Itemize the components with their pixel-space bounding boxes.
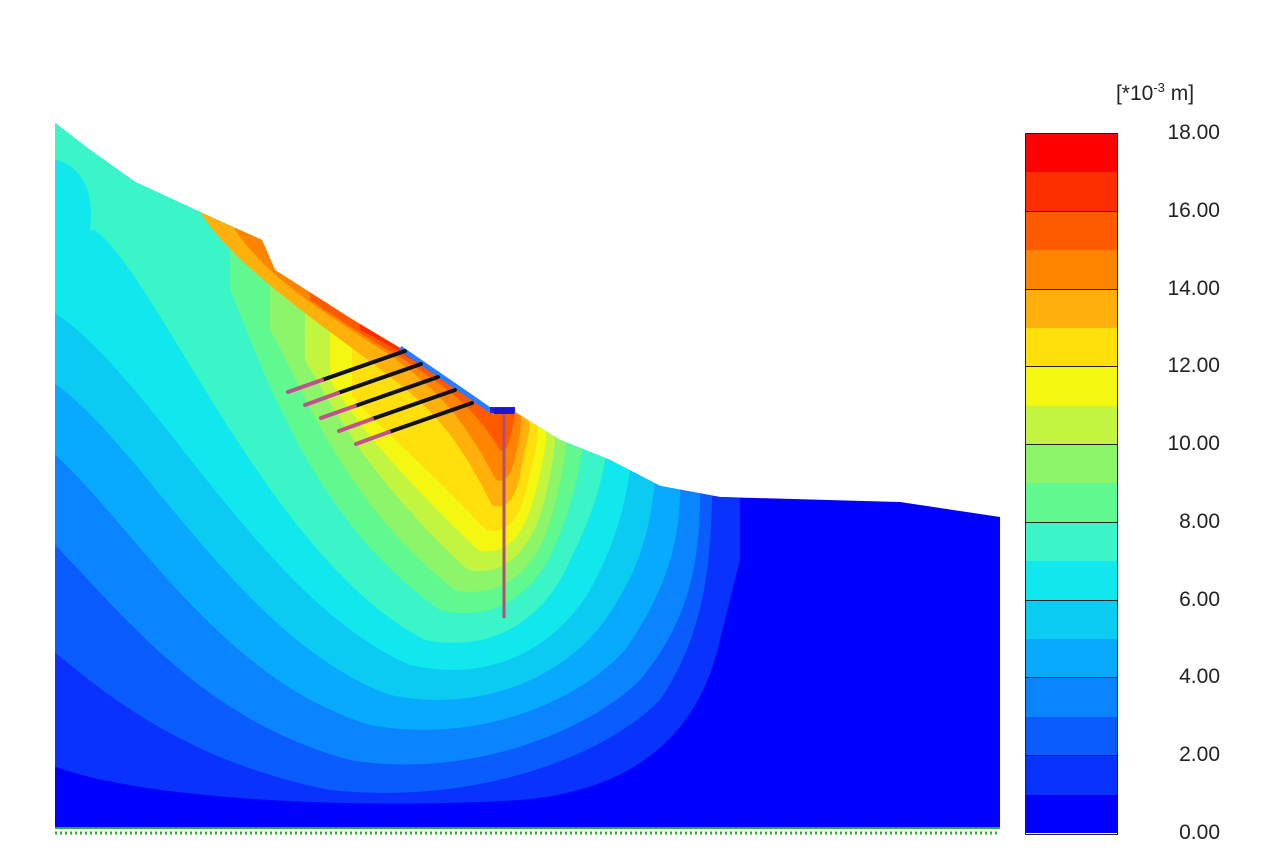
soil-nail-2 xyxy=(303,362,423,407)
legend-tick-label: 12.00 xyxy=(1167,354,1220,378)
legend-band-2 xyxy=(1025,716,1118,756)
legend-tick-label: 2.00 xyxy=(1179,743,1220,767)
legend-band-0 xyxy=(1025,794,1118,834)
legend-band-5 xyxy=(1025,599,1118,640)
legend-frame xyxy=(1025,133,1118,835)
legend-separator xyxy=(1025,288,1118,290)
legend-tick-label: 10.00 xyxy=(1167,432,1220,456)
fixed-base-supports xyxy=(55,827,1000,835)
legend-tick-label: 4.00 xyxy=(1179,665,1220,689)
legend-separator xyxy=(1025,755,1118,757)
legend-separator xyxy=(1025,521,1118,523)
legend-band-8 xyxy=(1025,483,1118,523)
legend-tick-label: 14.00 xyxy=(1167,276,1220,300)
legend-band-6 xyxy=(1025,560,1118,601)
displacement-contour-plot xyxy=(55,123,1000,835)
soil-nail-5 xyxy=(354,401,474,446)
legend-band-12 xyxy=(1025,327,1118,367)
legend-tick-label: 6.00 xyxy=(1179,587,1220,611)
legend-band-15 xyxy=(1025,210,1118,251)
soil-nail-1 xyxy=(286,349,407,394)
legend-band-14 xyxy=(1025,249,1118,290)
legend-band-1 xyxy=(1025,755,1118,795)
legend-separator xyxy=(1025,366,1118,368)
legend-band-13 xyxy=(1025,288,1118,328)
legend-band-17 xyxy=(1025,133,1118,173)
soil-nails xyxy=(286,349,474,446)
contour-bands xyxy=(55,123,1000,828)
legend-separator xyxy=(1025,599,1118,601)
legend-tick-label: 16.00 xyxy=(1167,198,1220,222)
legend-band-3 xyxy=(1025,677,1118,717)
legend-band-16 xyxy=(1025,171,1118,212)
legend-unit-label: [*10-3 m] xyxy=(1115,80,1195,105)
color-legend-bar xyxy=(1025,133,1118,835)
wall-pile xyxy=(494,408,514,618)
legend-tick-label: 8.00 xyxy=(1179,509,1220,533)
soil-nail-4 xyxy=(337,388,457,433)
legend-band-4 xyxy=(1025,638,1118,678)
legend-separator xyxy=(1025,677,1118,679)
legend-tick-label: 0.00 xyxy=(1179,821,1220,844)
legend-separator xyxy=(1025,444,1118,446)
legend-band-11 xyxy=(1025,366,1118,406)
legend-tick-label: 18.00 xyxy=(1167,121,1220,144)
left-shoulder-inner xyxy=(55,160,91,230)
legend-band-10 xyxy=(1025,405,1118,445)
soil-nail-3 xyxy=(319,375,440,420)
legend-separator xyxy=(1025,210,1118,212)
legend-band-9 xyxy=(1025,444,1118,484)
legend-band-7 xyxy=(1025,521,1118,562)
